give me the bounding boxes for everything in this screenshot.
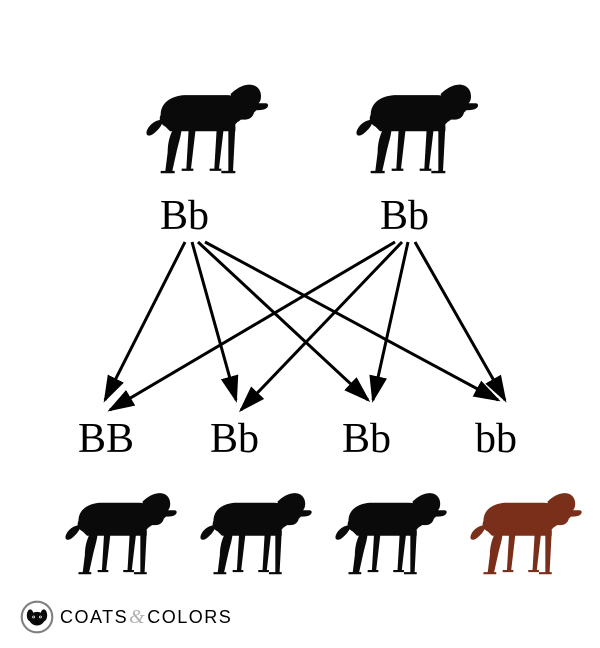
logo-text-colors: COLORS — [147, 607, 232, 628]
offspring-genotype-3: Bb — [342, 415, 391, 463]
parent-dog-2 — [345, 68, 485, 188]
parent-genotype-1: Bb — [160, 192, 209, 240]
parent-genotype-2: Bb — [380, 192, 429, 240]
offspring-genotype-4: bb — [475, 415, 517, 463]
offspring-dog-1 — [55, 478, 183, 588]
logo-text-coats: COATS — [60, 607, 128, 628]
offspring-dog-4 — [460, 478, 588, 588]
paw-logo-icon — [20, 600, 54, 634]
offspring-dog-2 — [190, 478, 318, 588]
parent-dog-1 — [135, 68, 275, 188]
offspring-genotype-1: BB — [78, 415, 134, 463]
brand-logo: COATS & COLORS — [20, 600, 232, 634]
logo-ampersand: & — [129, 606, 146, 629]
offspring-genotype-2: Bb — [210, 415, 259, 463]
logo-text: COATS & COLORS — [60, 606, 232, 629]
offspring-dog-3 — [325, 478, 453, 588]
